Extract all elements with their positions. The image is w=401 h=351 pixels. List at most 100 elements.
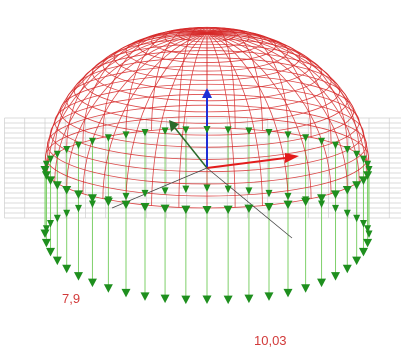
support-head (122, 131, 130, 139)
support-head (104, 134, 112, 142)
support-head (302, 196, 310, 204)
support-vector-heads (40, 126, 373, 305)
support-head (342, 264, 352, 274)
support-head (331, 190, 341, 199)
axis-x-arrow (285, 153, 299, 163)
support-head (359, 219, 367, 228)
support-head (181, 295, 191, 305)
support-head (203, 184, 211, 192)
dome-meridian (82, 30, 208, 143)
support-head (40, 166, 50, 175)
support-head (283, 288, 293, 298)
support-head (141, 129, 149, 137)
support-head (52, 256, 62, 266)
support-head (41, 238, 51, 248)
dome-meridian (102, 32, 208, 199)
support-head (182, 185, 190, 194)
support-head (332, 204, 340, 213)
support-head (343, 209, 351, 218)
support-head (122, 192, 130, 201)
support-head (104, 196, 112, 204)
support-head (88, 200, 96, 208)
dome-meridian (206, 32, 312, 199)
support-head (103, 284, 113, 293)
support-head (264, 292, 274, 301)
support-head (365, 166, 373, 174)
support-head (87, 194, 97, 203)
support-head (63, 146, 71, 154)
support-head (160, 294, 170, 304)
dome-meridian (206, 29, 312, 138)
dome-meridian (178, 32, 208, 208)
support-head (223, 205, 233, 215)
support-head (245, 187, 253, 195)
support-head (284, 131, 292, 139)
support-head (265, 189, 273, 198)
support-head (202, 206, 212, 215)
support-head (46, 176, 56, 185)
support-head (352, 256, 362, 266)
support-head (140, 292, 150, 301)
dome-meridian (206, 32, 360, 182)
dome-meridian (206, 32, 370, 169)
support-head (331, 272, 341, 281)
support-head (73, 190, 83, 199)
support-head (41, 171, 51, 180)
support-head (353, 150, 361, 159)
support-head (283, 200, 293, 210)
axis-y-arrow (169, 120, 179, 132)
dome-meridian (54, 32, 208, 155)
axis-y (174, 127, 208, 169)
support-head (62, 264, 72, 274)
support-head (42, 225, 50, 233)
support-head (363, 171, 373, 180)
support-head (160, 204, 170, 214)
support-head (364, 160, 372, 169)
dome-meridian (206, 30, 332, 143)
support-head (244, 204, 254, 214)
support-head (42, 160, 50, 169)
support-head (121, 288, 131, 298)
dome-meridian (178, 26, 208, 129)
support-head (47, 219, 55, 228)
support-head (364, 225, 372, 233)
support-head (181, 205, 191, 215)
support-head (74, 141, 82, 150)
value-label-right: 10,03 (254, 333, 287, 348)
support-head (63, 209, 71, 218)
support-head (353, 214, 361, 223)
support-head (365, 230, 373, 238)
support-head (317, 194, 327, 203)
dome-meridian (151, 27, 208, 131)
dome-meridian (102, 29, 208, 138)
support-head (332, 141, 340, 150)
dome-meridian (66, 32, 208, 189)
dome-meridian (206, 32, 236, 208)
support-head (121, 200, 131, 210)
support-head (53, 150, 61, 159)
dome-meridian (206, 28, 289, 134)
support-head (161, 127, 169, 135)
dome-meridian (44, 32, 208, 169)
support-head (343, 146, 351, 154)
support-head (245, 127, 253, 135)
support-head (202, 295, 212, 304)
support-head (318, 137, 326, 146)
dome-meridian (206, 27, 263, 131)
support-head (363, 238, 373, 248)
dome-meridian (206, 32, 332, 194)
support-head (359, 155, 367, 164)
dome-meridian (47, 32, 208, 175)
support-head (46, 247, 56, 257)
support-head (62, 186, 72, 195)
dome-meridian (151, 32, 208, 206)
support-head (140, 202, 150, 212)
support-head (223, 295, 233, 305)
axis-line (206, 167, 293, 239)
support-head (224, 126, 232, 134)
dome-meridian (206, 32, 348, 189)
coordinate-axes (111, 88, 299, 239)
support-head (87, 278, 97, 288)
support-head (318, 200, 326, 208)
